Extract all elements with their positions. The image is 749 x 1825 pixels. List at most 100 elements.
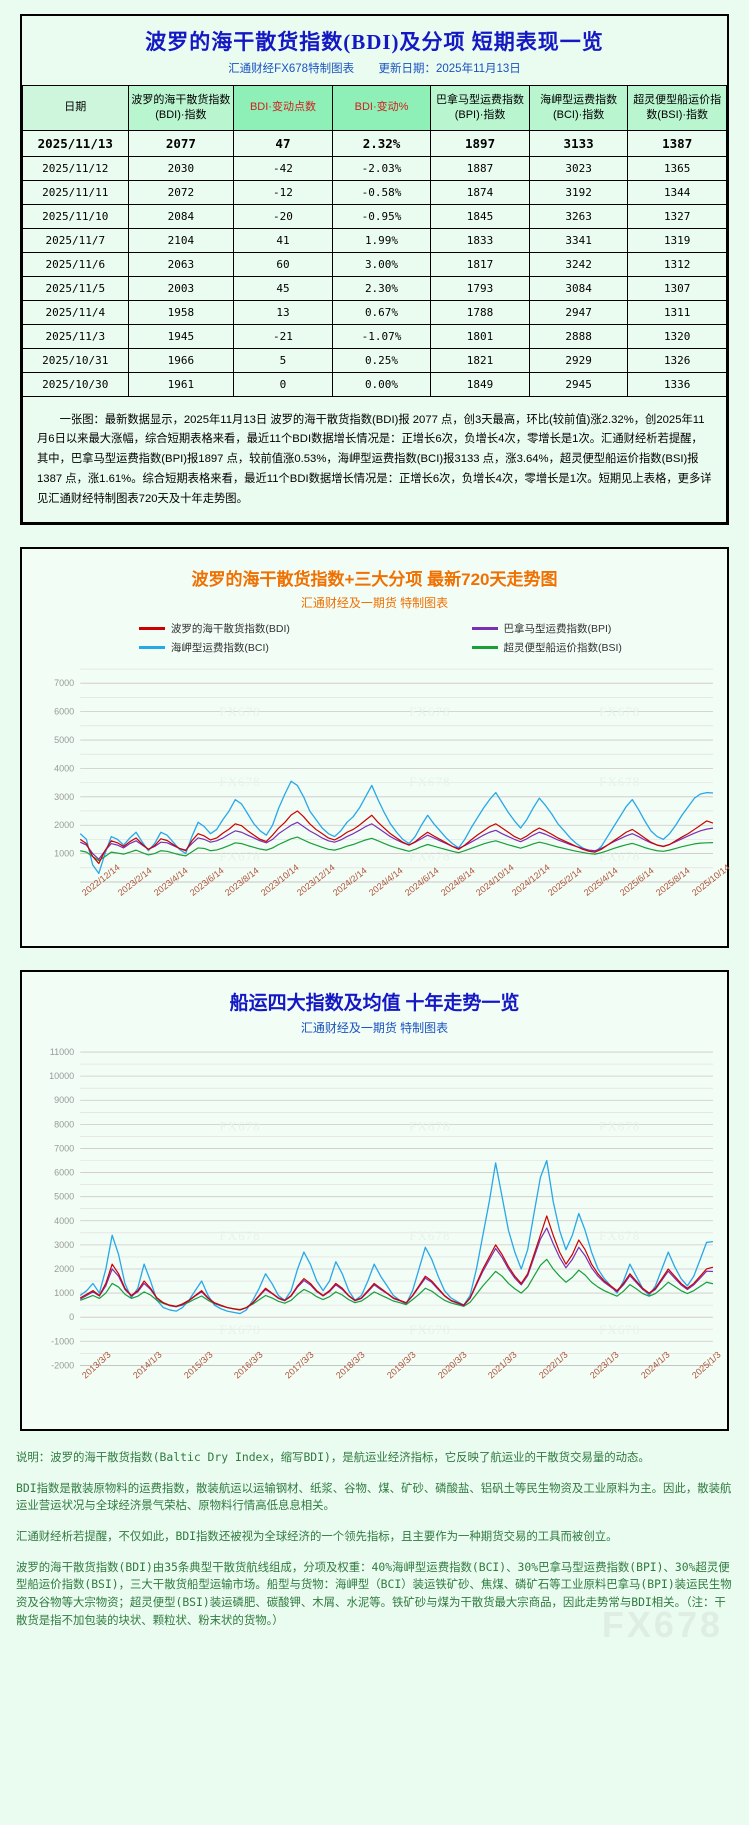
table-cell: 2025/11/6 [22,251,129,277]
col-header-bdi: 波罗的海干散货指数(BDI)·指数 [127,85,235,131]
table-cell: -42 [233,155,333,181]
table-cell: 1387 [627,129,727,157]
table-cell: 5 [233,347,333,373]
legend-swatch-bpi [471,626,498,630]
svg-text:FX678: FX678 [219,774,260,789]
svg-text:1000: 1000 [54,848,74,858]
svg-text:11000: 11000 [50,1047,74,1057]
table-cell: 1793 [430,275,530,301]
table-cell: -21 [233,323,333,349]
table-cell: 2025/11/13 [22,129,129,157]
table-cell: -0.58% [331,179,432,205]
table-cell: 1945 [127,323,235,349]
table-row: 2025/11/12 2030 -42 -2.03% 1887 3023 1365 [22,155,727,181]
table-cell: 2025/11/7 [22,227,129,253]
chart-720d-svg: 1000 2000 3000 4000 5000 6000 7000 FX678 FX678 FX… [54,668,714,882]
footer-paragraph-4: 波罗的海干散货指数(BDI)由35条典型干散货航线组成，分项及权重：40%海岬型… [16,1559,732,1627]
table-cell: 2025/11/11 [22,179,129,205]
svg-text:0: 0 [69,1312,74,1322]
footer-paragraph-3: 汇通财经析若提醒，不仅如此，BDI指数还被视为全球经济的一个领先指标，且主要作为… [16,1528,618,1543]
chart-720d-xaxis-labels: 2022/12/14 2023/2/14 2023/4/14 2023/6/14 202… [80,862,731,936]
svg-text:FX678: FX678 [219,1118,260,1133]
table-subtitle: 汇通财经FX678特制图表 更新日期：2025年11月13日 [22,60,727,85]
table-cell: 2947 [528,299,629,325]
table-cell: 0.25% [331,347,432,373]
table-cell: 2.32% [331,129,432,157]
chart-10y-svg: -2000 -1000 0 1000 2000 3000 4000 5000 6000 7000 8… [49,1047,714,1370]
chart-10y-panel: 船运四大指数及均值 十年走势一览 汇通财经及一期货 特制图表 -2000 -100… [20,969,729,1431]
svg-text:6000: 6000 [54,706,74,716]
table-row: 2025/11/7 2104 41 1.99% 1833 3341 1319 [22,227,727,253]
svg-text:FX678: FX678 [599,1228,640,1243]
table-cell: 0 [233,371,333,397]
table-cell: -2.03% [331,155,432,181]
chart-source-label: 汇通财经FX678特制图表 [228,63,355,75]
legend-swatch-bdi [138,626,165,630]
col-header-bdi-change-points: BDI·变动点数 [233,85,333,131]
table-cell: 1326 [627,347,727,373]
table-cell: 60 [233,251,333,277]
table-cell: 1966 [127,347,235,373]
table-cell: 2030 [127,155,235,181]
table-cell: 3023 [528,155,629,181]
svg-text:2000: 2000 [54,1264,74,1274]
col-header-bdi-change-pct: BDI·变动% [331,85,432,131]
table-row: 2025/10/30 1961 0 0.00% 1849 2945 1336 [22,371,727,397]
table-cell: 1.99% [331,227,432,253]
svg-text:9000: 9000 [54,1095,74,1105]
chart-720d-legend: 波罗的海干散货指数(BDI) 巴拿马型运费指数(BPI) 海岬型运费指数(BCI… [28,617,721,659]
legend-item-bsi: 超灵便型船运价指数(BSI) [375,640,708,655]
svg-text:2000: 2000 [54,820,74,830]
svg-text:FX678: FX678 [599,703,640,718]
svg-text:FX678: FX678 [219,1322,260,1337]
svg-text:8000: 8000 [54,1119,74,1129]
update-date-label: 更新日期：2025年11月13日 [378,63,521,75]
table-cell: 3263 [528,203,629,229]
table-cell: 3084 [528,275,629,301]
legend-swatch-bci [138,645,165,649]
table-cell: 2945 [528,371,629,397]
table-cell: 2025/11/4 [22,299,129,325]
svg-text:FX678: FX678 [219,703,260,718]
table-cell: 3341 [528,227,629,253]
table-cell: 3192 [528,179,629,205]
svg-text:FX678: FX678 [599,1322,640,1337]
svg-text:FX678: FX678 [409,848,450,863]
svg-text:FX678: FX678 [599,1118,640,1133]
chart-720d-subtitle: 汇通财经及一期货 特制图表 [300,595,449,610]
table-cell: 2025/10/31 [22,347,129,373]
table-cell: 2084 [127,203,235,229]
table-row: 2025/11/11 2072 -12 -0.58% 1874 3192 1344 [22,179,727,205]
table-body: 2025/11/13 2077 47 2.32% 1897 3133 1387 2025/11… [22,129,727,523]
table-row: 2025/11/3 1945 -21 -1.07% 1801 2888 1320 [22,323,727,349]
table-row: 2025/11/13 2077 47 2.32% 1897 3133 1387 [22,129,727,157]
table-cell: 1821 [430,347,530,373]
table-row: 2025/10/31 1966 5 0.25% 1821 2929 1326 [22,347,727,373]
legend-label-bdi: 波罗的海干散货指数(BDI) [170,622,290,635]
chart-720d-title: 波罗的海干散货指数+三大分项 最新720天走势图 [191,569,558,589]
table-header-row: 日期 波罗的海干散货指数(BDI)·指数 BDI·变动点数 BDI·变动% 巴拿… [22,85,727,131]
svg-text:5000: 5000 [54,735,74,745]
table-cell: 3133 [528,129,629,157]
legend-label-bpi: 巴拿马型运费指数(BPI) [503,622,612,635]
chart-10y-xaxis-labels: 2013/3/3 2014/1/3 2015/3/3 2016/3/3 2017/3/3… [80,1349,722,1419]
table-cell: 2077 [127,129,235,157]
table-cell: 1874 [430,179,530,205]
svg-text:FX678: FX678 [219,1228,260,1243]
table-cell: 1887 [430,155,530,181]
table-cell: 3242 [528,251,629,277]
table-cell: 2929 [528,347,629,373]
table-row: 2025/11/5 2003 45 2.30% 1793 3084 1307 [22,275,727,301]
svg-text:5000: 5000 [54,1191,74,1201]
svg-text:FX678: FX678 [219,848,260,863]
table-cell: 0.67% [331,299,432,325]
svg-text:FX678: FX678 [599,774,640,789]
footer-paragraph-2: BDI指数是散装原物料的运费指数，散装航运以运输钢材、纸浆、谷物、煤、矿砂、磷酸… [16,1480,732,1513]
bdi-table-panel: 波罗的海干散货指数(BDI)及分项 短期表现一览 汇通财经FX678特制图表 更… [20,14,729,525]
svg-text:FX678: FX678 [409,1118,450,1133]
svg-text:FX678: FX678 [409,703,450,718]
svg-text:FX678: FX678 [409,774,450,789]
svg-text:10000: 10000 [49,1071,74,1081]
table-cell: 2063 [127,251,235,277]
table-cell: 1958 [127,299,235,325]
